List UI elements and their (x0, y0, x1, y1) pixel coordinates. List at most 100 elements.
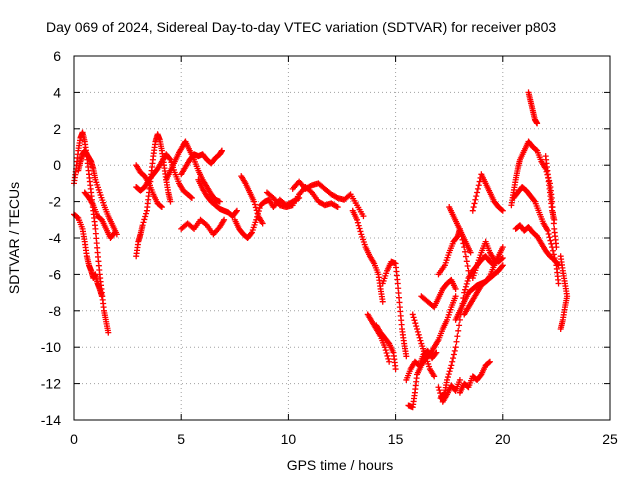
data-series (195, 176, 240, 220)
data-point (111, 229, 118, 236)
data-point (557, 326, 564, 332)
data-point (413, 323, 420, 330)
y-axis-label: SDTVAR / TECUs (6, 182, 22, 294)
data-point (253, 207, 260, 214)
data-point (475, 182, 482, 189)
data-point (166, 155, 173, 162)
data-point (463, 280, 470, 287)
data-point (221, 216, 228, 223)
data-point (544, 227, 551, 234)
data-point (383, 350, 390, 357)
chart-title: Day 069 of 2024, Sidereal Day-to-day VTE… (46, 19, 556, 35)
data-point (436, 387, 443, 394)
data-point (454, 333, 461, 340)
data-point (381, 344, 388, 351)
data-point (486, 359, 493, 366)
data-point (534, 120, 541, 127)
x-axis-label: GPS time / hours (287, 457, 394, 473)
data-point (143, 210, 150, 217)
data-series (557, 253, 571, 332)
data-point (379, 298, 386, 305)
data-point (462, 286, 469, 293)
data-point (499, 255, 506, 262)
data-point (465, 267, 472, 274)
y-tick-label: -14 (41, 412, 61, 428)
data-series (456, 358, 493, 396)
x-tick-label: 5 (177, 431, 185, 447)
data-point (334, 204, 341, 211)
data-point (545, 230, 552, 237)
data-point (251, 201, 258, 208)
data-point (142, 213, 149, 220)
data-series (512, 222, 562, 269)
data-point (473, 193, 480, 200)
data-point (456, 376, 463, 383)
data-point (167, 198, 174, 205)
data-point (474, 189, 481, 196)
data-point (252, 204, 259, 211)
data-point (449, 358, 456, 365)
data-point (499, 244, 506, 251)
data-point (445, 371, 452, 378)
data-point (554, 261, 561, 268)
data-point (470, 204, 477, 211)
data-point (409, 311, 416, 318)
y-tick-label: 0 (53, 157, 61, 173)
data-point (548, 240, 555, 247)
data-point (357, 228, 364, 235)
data-point (471, 200, 478, 207)
data-point (463, 258, 470, 265)
data-series (81, 189, 118, 241)
data-series (178, 147, 225, 178)
x-tick-label: 15 (388, 431, 404, 447)
y-tick-label: -4 (49, 230, 62, 246)
data-point (412, 320, 419, 327)
data-point (251, 198, 258, 205)
data-point (431, 373, 438, 380)
data-point (333, 203, 340, 210)
data-point (432, 350, 439, 357)
data-point (105, 329, 112, 336)
y-tick-label: -6 (49, 266, 62, 282)
x-tick-label: 0 (70, 431, 78, 447)
data-point (259, 220, 266, 227)
data-point (256, 205, 263, 212)
data-point (462, 248, 469, 255)
y-axis-ticks: -14 -12 -10 -8 -6 -4 -2 0 2 4 6 (41, 48, 610, 428)
data-series (71, 211, 105, 300)
data-point (188, 194, 195, 201)
data-point (464, 277, 471, 284)
data-series (403, 347, 440, 383)
data-point (446, 368, 453, 375)
data-point (498, 255, 505, 262)
data-point (456, 322, 463, 329)
data-point (140, 219, 147, 226)
data-point (486, 274, 493, 281)
data-point (110, 230, 117, 237)
data-point (467, 249, 474, 256)
data-point (451, 347, 458, 354)
data-point (355, 222, 362, 229)
data-point (158, 204, 165, 211)
data-point (415, 331, 422, 338)
data-point (498, 263, 505, 270)
data-point (438, 392, 445, 399)
y-tick-label: 6 (53, 48, 61, 64)
data-series (461, 244, 506, 318)
data-series (542, 153, 558, 223)
data-point (555, 280, 562, 287)
data-point (450, 355, 457, 362)
y-tick-label: -10 (41, 339, 61, 355)
data-series (469, 171, 506, 214)
data-series (349, 207, 386, 305)
data-point (452, 293, 459, 300)
data-point (414, 328, 421, 335)
data-series (75, 147, 120, 238)
data-point (499, 207, 506, 214)
data-point (254, 210, 261, 217)
data-point (216, 198, 223, 205)
data-point (218, 147, 225, 154)
data-point (435, 384, 442, 391)
data-point (450, 351, 457, 358)
data-series (418, 276, 459, 311)
